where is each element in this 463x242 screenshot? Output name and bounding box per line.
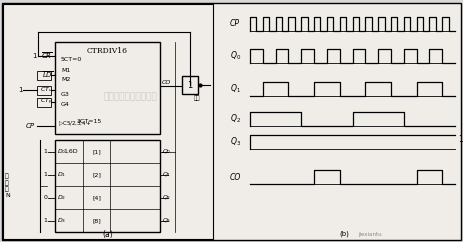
Text: $CT_u$: $CT_u$ [40,86,53,94]
Text: 输出: 输出 [194,95,200,101]
Text: $Q_0$: $Q_0$ [162,147,171,156]
Text: CO: CO [230,173,241,182]
Text: $Q_1$: $Q_1$ [162,170,171,179]
Text: G4: G4 [61,102,70,107]
Text: 杭州特睮科技有限公司: 杭州特睮科技有限公司 [103,92,157,101]
Bar [37,98,51,107]
Text: $\overline{CR}$: $\overline{CR}$ [41,51,53,61]
Text: $Q_0$: $Q_0$ [230,50,241,62]
Text: 1: 1 [188,81,193,90]
Text: 1: 1 [43,149,47,154]
Bar [37,71,51,80]
Text: $Q_3$: $Q_3$ [162,216,171,225]
Text: CTRDIV16: CTRDIV16 [87,47,128,55]
Text: $Q_3$: $Q_3$ [230,136,241,148]
Text: 5CT=0: 5CT=0 [61,57,82,62]
Text: 1: 1 [43,218,47,223]
Text: $Q_1$: $Q_1$ [230,83,241,95]
Bar [37,86,51,95]
Text: [2]: [2] [92,172,101,177]
Text: $Q_2$: $Q_2$ [230,113,241,125]
Text: CP: CP [230,20,240,29]
Bar [182,76,198,94]
Text: 1: 1 [32,53,37,59]
Text: $\overline{LD}$: $\overline{LD}$ [42,70,53,80]
Text: $D_2$: $D_2$ [57,193,66,202]
Text: M1: M1 [61,68,70,73]
Text: 1: 1 [458,135,463,144]
Text: $Q_2$: $Q_2$ [162,193,171,202]
Bar [3,4,213,239]
Text: (b): (b) [339,230,349,237]
Text: [1]: [1] [92,149,101,154]
Text: jiexiantu: jiexiantu [358,232,382,237]
Text: $\triangleright$C5/2,3,4+: $\triangleright$C5/2,3,4+ [58,120,91,128]
Text: CP: CP [26,123,35,129]
Bar [55,140,160,232]
Text: $D_1$: $D_1$ [57,170,66,179]
Text: 1: 1 [43,172,47,177]
Text: 0: 0 [43,195,47,200]
Text: 1: 1 [19,87,23,93]
Text: $D_0$: $D_0$ [57,147,66,156]
Text: 3CT=15: 3CT=15 [77,119,102,124]
Text: CO: CO [162,80,171,85]
Text: [4]: [4] [92,195,101,200]
Text: (a): (a) [102,230,113,239]
Text: M2: M2 [61,77,70,82]
Text: 预
置
数
N: 预 置 数 N [5,174,10,198]
Bar [55,42,160,134]
Text: G3: G3 [61,92,70,97]
Text: 1,6D: 1,6D [64,149,78,154]
Text: $D_3$: $D_3$ [57,216,66,225]
Text: [8]: [8] [92,218,101,223]
Text: $CT_p$: $CT_p$ [40,97,53,107]
